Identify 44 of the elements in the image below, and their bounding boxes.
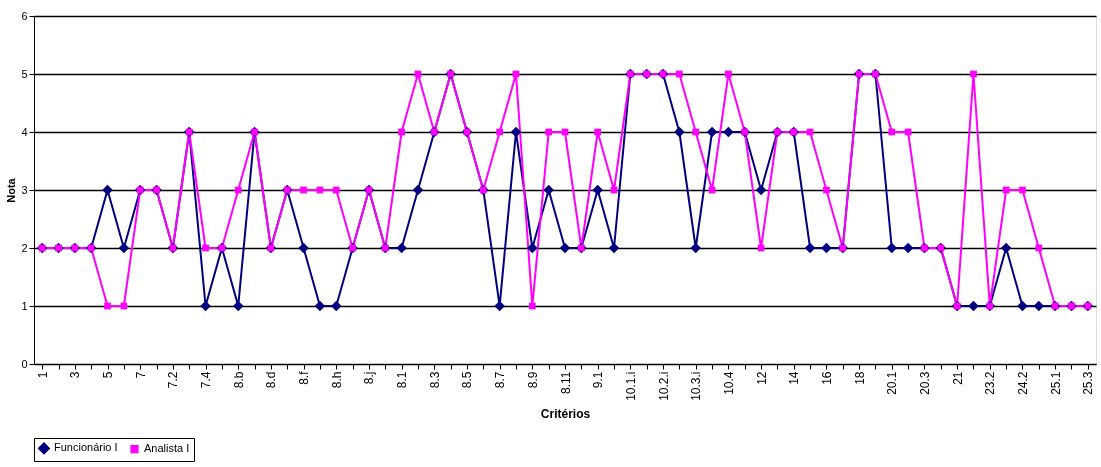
x-tick-label: 3 xyxy=(68,371,83,379)
x-tick-label: 18 xyxy=(852,371,867,385)
y-tick-label: 6 xyxy=(21,9,28,22)
x-tick-label: 8.f xyxy=(297,370,312,385)
y-tick-label: 3 xyxy=(21,183,28,196)
x-tick-label: 16 xyxy=(819,371,834,385)
x-tick-label: 21 xyxy=(950,371,965,385)
y-tick-label: 1 xyxy=(21,299,28,312)
x-tick-label: 12 xyxy=(754,371,769,385)
x-tick-label: 10.4 xyxy=(721,371,736,395)
x-tick-label: 8.b xyxy=(231,371,246,389)
x-tick-label: 5 xyxy=(101,371,116,379)
x-tick-label: 25.1 xyxy=(1048,371,1063,395)
x-tick-label: 8.1 xyxy=(395,371,410,389)
x-tick-label: 24.2 xyxy=(1015,371,1030,395)
x-tick-label: 10.1.i xyxy=(623,371,638,401)
y-axis-title: Nota xyxy=(5,177,18,203)
y-tick-label: 0 xyxy=(21,357,28,370)
legend-label: Funcionário I xyxy=(54,441,118,454)
x-axis-title: Critérios xyxy=(540,406,591,421)
x-tick-label: 9.1 xyxy=(591,371,606,389)
legend-label: Analista I xyxy=(144,442,190,455)
x-tick-label: 8.h xyxy=(329,371,344,389)
x-tick-label: 8.d xyxy=(264,371,279,389)
x-tick-label: 20.1 xyxy=(885,371,900,395)
x-tick-label: 7.4 xyxy=(199,371,214,389)
x-tick-label: 8.7 xyxy=(493,371,508,389)
x-tick-label: 10.3.i xyxy=(689,371,704,401)
x-tick-label: 8.3 xyxy=(427,371,442,389)
y-tick-label: 4 xyxy=(21,125,28,138)
x-tick-label: 14 xyxy=(787,371,802,385)
x-tick-label: 20.3 xyxy=(917,371,932,395)
x-tick-label: 8.9 xyxy=(525,371,540,389)
y-tick-label: 2 xyxy=(21,241,28,254)
x-tick-label: 7 xyxy=(133,371,148,379)
x-tick-label: 7.2 xyxy=(166,371,181,389)
x-tick-label: 25.3 xyxy=(1081,371,1096,395)
x-tick-label: 10.2.i xyxy=(656,371,671,401)
x-tick-label: 8.j xyxy=(362,371,377,385)
x-tick-label: 8.11 xyxy=(558,371,573,394)
y-tick-label: 5 xyxy=(21,67,28,80)
x-tick-label: 23.2 xyxy=(983,371,998,395)
x-tick-label: 1 xyxy=(35,371,50,379)
x-tick-label: 8.5 xyxy=(460,371,475,389)
